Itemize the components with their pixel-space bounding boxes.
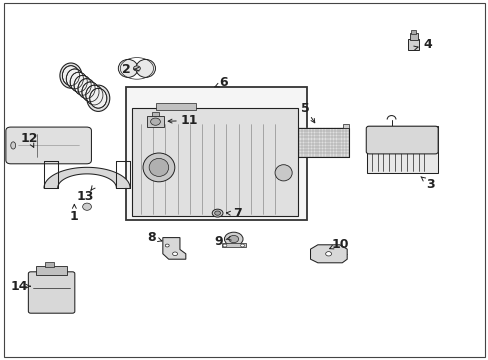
Text: 14: 14 bbox=[11, 280, 28, 293]
Ellipse shape bbox=[87, 85, 109, 111]
Text: 5: 5 bbox=[300, 102, 309, 114]
Text: 3: 3 bbox=[425, 178, 434, 191]
Bar bbox=[146, 116, 164, 127]
Bar bbox=[366, 126, 437, 173]
Ellipse shape bbox=[224, 232, 243, 246]
Text: 9: 9 bbox=[214, 235, 223, 248]
Ellipse shape bbox=[212, 209, 223, 217]
Ellipse shape bbox=[66, 69, 83, 89]
Bar bbox=[151, 112, 159, 116]
Bar bbox=[409, 33, 417, 40]
Ellipse shape bbox=[149, 158, 168, 176]
Ellipse shape bbox=[81, 82, 99, 102]
Ellipse shape bbox=[118, 59, 138, 77]
Ellipse shape bbox=[228, 235, 238, 243]
Ellipse shape bbox=[214, 211, 220, 215]
Ellipse shape bbox=[240, 244, 244, 247]
Ellipse shape bbox=[82, 203, 91, 210]
Ellipse shape bbox=[78, 79, 95, 99]
Bar bbox=[407, 39, 418, 50]
Polygon shape bbox=[44, 167, 130, 188]
Ellipse shape bbox=[165, 244, 169, 247]
Ellipse shape bbox=[142, 153, 175, 182]
FancyBboxPatch shape bbox=[6, 127, 91, 164]
Text: 12: 12 bbox=[20, 132, 38, 145]
Ellipse shape bbox=[274, 165, 292, 181]
Text: 2: 2 bbox=[122, 63, 130, 76]
Bar bbox=[36, 266, 67, 275]
Ellipse shape bbox=[60, 63, 81, 88]
Ellipse shape bbox=[70, 72, 87, 92]
Text: 4: 4 bbox=[423, 38, 431, 51]
Text: 1: 1 bbox=[70, 210, 79, 222]
Text: 6: 6 bbox=[219, 76, 228, 89]
Text: 7: 7 bbox=[233, 207, 242, 220]
Bar bbox=[45, 262, 54, 267]
Ellipse shape bbox=[133, 66, 140, 71]
Polygon shape bbox=[163, 238, 185, 259]
Ellipse shape bbox=[136, 59, 155, 77]
Text: 8: 8 bbox=[147, 231, 156, 244]
Ellipse shape bbox=[89, 88, 106, 108]
Bar bbox=[156, 103, 195, 110]
Bar bbox=[126, 87, 306, 220]
Ellipse shape bbox=[74, 76, 91, 95]
Text: 13: 13 bbox=[77, 190, 94, 203]
Bar bbox=[132, 108, 298, 216]
Text: 10: 10 bbox=[330, 238, 348, 251]
Bar bbox=[221, 243, 245, 247]
Ellipse shape bbox=[223, 244, 226, 247]
Ellipse shape bbox=[150, 118, 160, 125]
FancyBboxPatch shape bbox=[366, 126, 437, 154]
Polygon shape bbox=[310, 245, 346, 263]
Ellipse shape bbox=[11, 142, 16, 149]
Ellipse shape bbox=[325, 252, 331, 256]
Ellipse shape bbox=[62, 66, 79, 85]
Bar bbox=[410, 30, 415, 34]
Ellipse shape bbox=[172, 252, 177, 256]
Bar bbox=[282, 128, 348, 157]
Bar bbox=[282, 128, 348, 157]
Bar bbox=[342, 124, 348, 128]
Text: 11: 11 bbox=[181, 114, 198, 127]
FancyBboxPatch shape bbox=[28, 272, 75, 313]
Ellipse shape bbox=[86, 85, 103, 105]
